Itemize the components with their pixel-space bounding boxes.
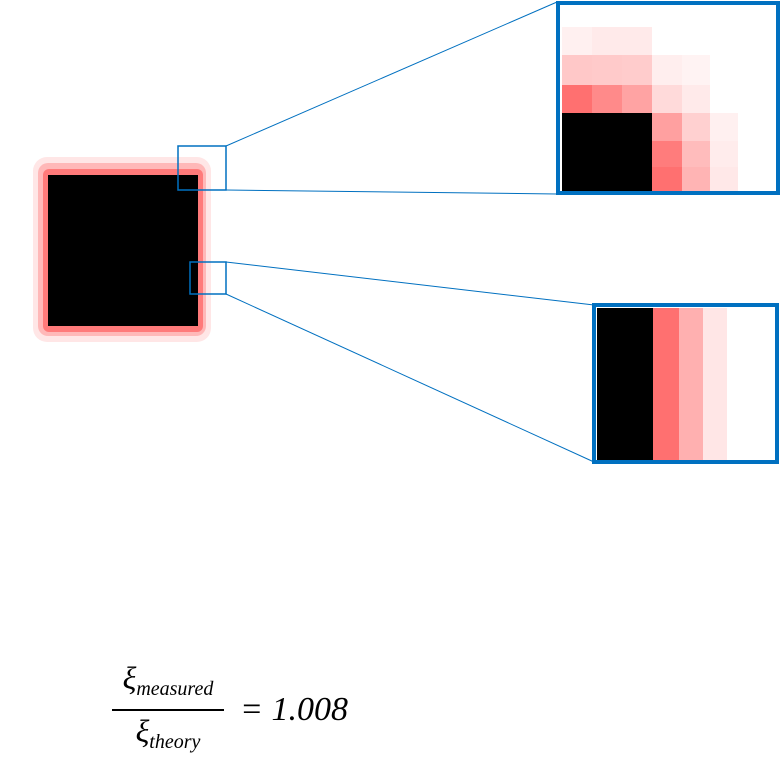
- black-square: [48, 175, 198, 326]
- main-square-group: [33, 157, 211, 342]
- numerator-subscript: measured: [136, 678, 214, 700]
- edge-zoom-callout: [592, 303, 779, 464]
- connector-edge-top: [225, 261, 595, 306]
- connector-corner-top: [225, 1, 558, 147]
- ratio-fraction: ξmeasured ξtheory: [112, 660, 224, 760]
- edge-zoom-black: [597, 308, 653, 460]
- fraction-numerator: ξmeasured: [119, 660, 218, 707]
- connector-corner-bottom: [225, 189, 558, 195]
- fraction-bar: [112, 709, 224, 711]
- corner-zoom-callout: [556, 1, 780, 195]
- ratio-result: = 1.008: [240, 690, 348, 728]
- denominator-subscript: theory: [149, 730, 201, 753]
- zoom-region-corner: [177, 145, 227, 191]
- connector-edge-bottom: [225, 293, 595, 463]
- edge-zoom-border: [592, 303, 779, 464]
- denominator-symbol: ξ: [135, 712, 150, 749]
- fraction-denominator: ξtheory: [132, 713, 205, 760]
- corner-zoom-border: [556, 1, 780, 195]
- ratio-formula: ξmeasured ξtheory = 1.008: [112, 660, 348, 760]
- numerator-symbol: ξ: [122, 660, 137, 696]
- corner-zoom-black: [562, 113, 652, 191]
- zoom-region-edge: [189, 261, 227, 295]
